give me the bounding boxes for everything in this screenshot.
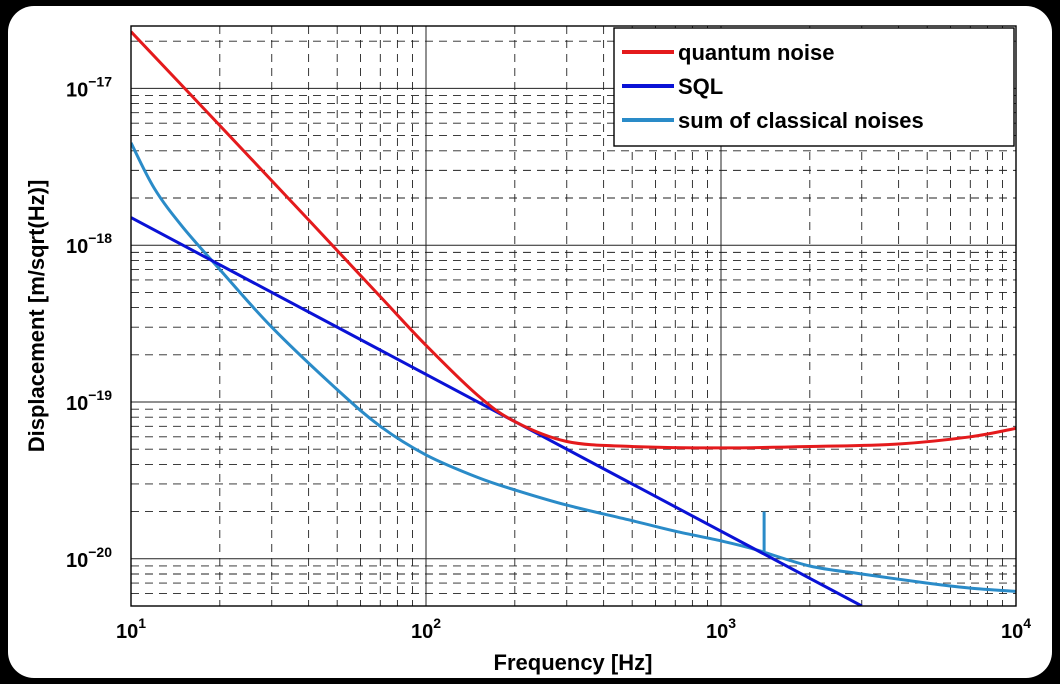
series-lines: [131, 30, 1016, 606]
legend-box: [613, 27, 1015, 147]
x-tick-label: 102: [411, 615, 441, 643]
noise-budget-chart: 101 102 103 104 10−17 10−18 10−19 10−20 Frequen…: [24, 25, 1031, 675]
series-line-sum-of-classical-noises: [131, 142, 1016, 593]
legend-label: SQL: [678, 74, 723, 99]
plot-frame: [130, 25, 1017, 607]
legend-label: quantum noise: [678, 40, 834, 65]
legend-label: sum of classical noises: [678, 108, 924, 133]
series-line-quantum-noise: [131, 30, 1016, 450]
x-tick-label: 104: [1001, 615, 1031, 643]
x-tick-label: 101: [116, 615, 146, 643]
y-tick-label: 10−17: [66, 73, 112, 101]
x-axis-label: Frequency [Hz]: [494, 650, 653, 675]
y-tick-label: 10−19: [66, 387, 112, 415]
legend: quantum noise SQL sum of classical noises: [613, 27, 1015, 147]
y-axis-label: Displacement [m/sqrt(Hz)]: [24, 180, 49, 453]
y-tick-label: 10−18: [66, 230, 112, 258]
x-tick-label: 103: [706, 615, 736, 643]
y-tick-label: 10−20: [66, 544, 112, 572]
chart-card: 101 102 103 104 10−17 10−18 10−19 10−20 Frequen…: [8, 6, 1052, 678]
grid: [131, 26, 1016, 606]
axis-ticks: 101 102 103 104 10−17 10−18 10−19 10−20: [66, 73, 1031, 643]
